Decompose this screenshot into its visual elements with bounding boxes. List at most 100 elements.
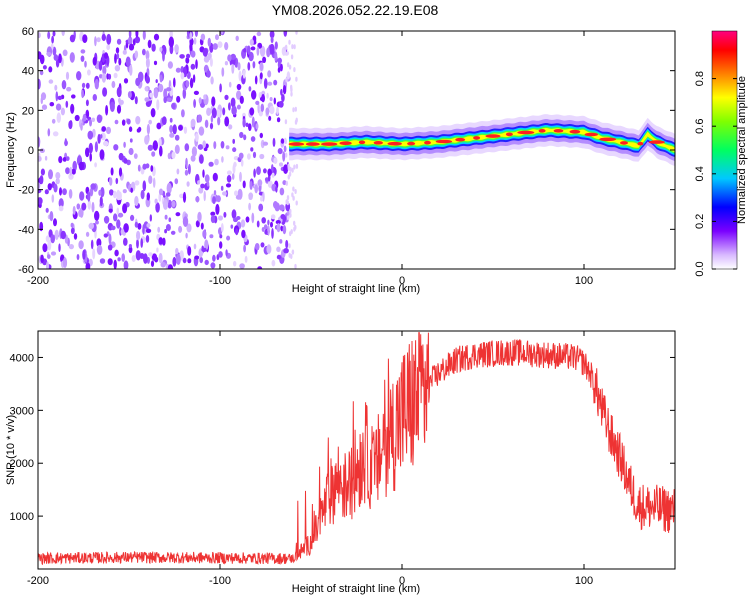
colorbar [711,30,738,270]
noise-blob [267,225,270,236]
noise-blob [220,185,224,191]
noise-blob [109,177,113,186]
noise-blob [284,139,287,145]
noise-blob [134,96,138,105]
noise-blob [39,54,45,65]
noise-blob [266,47,271,58]
noise-blob [256,31,262,37]
noise-blob [173,77,176,88]
noise-blob [136,238,139,249]
noise-blob [50,251,57,256]
noise-blob [58,53,62,64]
noise-blob [225,249,228,257]
noise-blob [230,97,236,108]
ridge-peak [637,141,644,146]
noise-blob [108,208,113,213]
noise-blob [290,54,294,60]
noise-blob [157,226,161,233]
noise-blob [99,196,103,207]
noise-blob [243,244,247,253]
noise-blob [49,102,55,107]
noise-blob [135,77,141,87]
noise-blob [116,219,121,229]
noise-blob [145,235,150,243]
noise-blob [224,116,230,127]
noise-blob [48,169,53,180]
noise-blob [218,251,223,258]
noise-blob [220,31,224,35]
noise-blob [149,214,152,222]
noise-blob [281,94,285,102]
noise-blob [40,96,43,105]
noise-blob [52,46,57,56]
noise-blob [143,253,148,264]
noise-blob [260,242,265,248]
noise-blob [285,152,288,158]
noise-blob [225,145,230,150]
noise-blob [116,53,120,60]
noise-blob [289,212,292,218]
noise-blob [146,123,150,135]
noise-blob [129,138,133,143]
x-tick-label: -200 [27,275,49,287]
noise-blob [273,97,276,105]
noise-blob [261,217,267,224]
noise-blob [58,205,64,212]
noise-blob [267,81,273,86]
noise-blob [155,202,160,213]
noise-blob [288,252,291,258]
noise-blob [204,119,209,128]
noise-blob [127,36,133,45]
noise-blob [98,60,103,71]
noise-blob [293,164,296,170]
noise-blob [175,212,181,217]
noise-blob [259,132,263,139]
noise-blob [72,205,76,215]
noise-blob [70,222,74,228]
noise-blob [89,152,92,162]
y-tick-label: 0 [28,145,34,157]
noise-blob [142,224,145,235]
noise-blob [252,61,256,69]
noise-blob [54,229,59,240]
noise-blob [101,33,107,42]
noise-blob [108,73,112,80]
noise-blob [248,51,254,62]
noise-blob [85,82,90,89]
noise-blob [95,220,99,225]
noise-blob [87,199,92,210]
ridge-peak [339,141,352,145]
noise-blob [47,183,52,191]
noise-blob [260,196,263,202]
noise-blob [85,147,90,158]
noise-blob [78,161,85,171]
noise-blob [264,229,268,235]
noise-blob [182,191,187,203]
ridge-peak [435,139,453,144]
noise-blob [273,79,278,86]
noise-blob [114,119,119,125]
noise-blob [239,263,245,269]
noise-blob [270,36,274,43]
noise-blob [257,179,263,187]
noise-blob [78,240,84,250]
noise-blob [136,230,141,241]
noise-blob [215,203,220,215]
noise-blob [267,219,270,226]
noise-blob [134,221,139,228]
noise-blob [269,105,275,115]
noise-blob [225,183,232,188]
noise-blob [92,94,98,101]
noise-blob [190,50,196,58]
noise-blob [94,141,98,153]
noise-blob [251,116,255,128]
noise-blob [60,230,66,240]
noise-blob [96,37,101,43]
noise-blob [238,70,242,82]
noise-blob [216,109,221,118]
noise-blob [185,80,190,88]
noise-blob [61,80,67,90]
noise-blob [39,175,44,185]
ridge-peak [620,141,628,145]
noise-blob [204,259,209,266]
